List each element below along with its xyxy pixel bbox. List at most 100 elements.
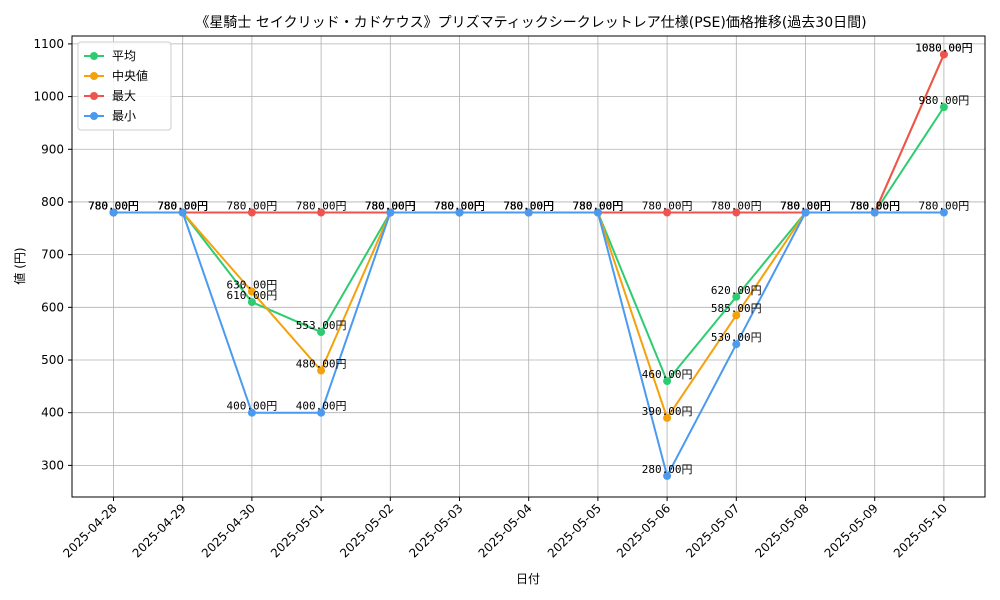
data-label: 530.00円	[711, 331, 762, 344]
x-tick-label: 2025-05-10	[891, 501, 950, 560]
data-point	[317, 408, 326, 417]
data-label: 620.00円	[711, 284, 762, 297]
data-point	[732, 292, 741, 301]
data-point	[593, 208, 602, 217]
data-label: 390.00円	[642, 405, 693, 418]
y-tick-label: 900	[41, 142, 64, 156]
data-label: 780.00円	[157, 199, 208, 212]
data-point	[732, 311, 741, 320]
data-label: 780.00円	[157, 199, 208, 212]
y-tick-label: 800	[41, 195, 64, 209]
data-label: 780.00円	[365, 199, 416, 212]
data-point	[247, 408, 256, 417]
data-labels: 780.00円 780.00円 610.00円 553.00円 780.00円 780.0…	[88, 41, 972, 475]
y-tick-label: 300	[41, 458, 64, 472]
data-label: 980.00円	[919, 94, 970, 107]
y-tick-label: 400	[41, 406, 64, 420]
data-point	[317, 208, 326, 217]
y-tick-label: 600	[41, 300, 64, 314]
data-label: 780.00円	[227, 199, 278, 212]
data-point	[247, 208, 256, 217]
x-tick-label: 2025-04-28	[60, 501, 119, 560]
data-point	[663, 377, 672, 386]
x-tick-label: 2025-05-05	[545, 501, 604, 560]
legend-marker	[90, 112, 98, 120]
data-label: 780.00円	[434, 199, 485, 212]
data-point	[178, 208, 187, 217]
data-label: 780.00円	[88, 199, 139, 212]
data-label: 780.00円	[434, 199, 485, 212]
y-tick-label: 1100	[33, 37, 64, 51]
data-point	[247, 287, 256, 296]
data-label: 553.00円	[296, 319, 347, 332]
data-label: 780.00円	[780, 199, 831, 212]
data-label: 780.00円	[365, 199, 416, 212]
data-label: 780.00円	[849, 199, 900, 212]
data-label: 780.00円	[88, 199, 139, 212]
data-label: 780.00円	[503, 199, 554, 212]
data-label: 780.00円	[365, 199, 416, 212]
data-label: 780.00円	[780, 199, 831, 212]
legend-marker	[90, 52, 98, 60]
grid	[72, 36, 985, 497]
data-point	[939, 50, 948, 59]
y-tick-label: 500	[41, 353, 64, 367]
x-tick-label: 2025-05-04	[476, 501, 535, 560]
data-point	[939, 208, 948, 217]
legend-label: 最大	[112, 89, 136, 103]
series-group	[109, 50, 948, 480]
legend-label: 中央値	[112, 68, 148, 83]
data-label: 460.00円	[642, 368, 693, 381]
data-label: 400.00円	[227, 400, 278, 413]
legend-marker	[90, 92, 98, 100]
y-axis: 300 400 500 600 700 800 900 1000 1100	[33, 37, 72, 472]
data-label: 780.00円	[711, 199, 762, 212]
data-label: 610.00円	[227, 289, 278, 302]
data-point	[247, 298, 256, 307]
data-label: 780.00円	[365, 199, 416, 212]
data-label: 780.00円	[157, 199, 208, 212]
data-label: 780.00円	[573, 199, 624, 212]
x-tick-label: 2025-05-06	[614, 501, 673, 560]
data-point	[732, 340, 741, 349]
data-label: 780.00円	[573, 199, 624, 212]
data-label: 780.00円	[503, 199, 554, 212]
chart-title: 《星騎士 セイクリッド・カドケウス》プリズマティックシークレットレア仕様(PSE…	[195, 15, 866, 31]
data-point	[524, 208, 533, 217]
data-label: 780.00円	[88, 199, 139, 212]
data-point	[455, 208, 464, 217]
x-tick-label: 2025-04-29	[130, 501, 189, 560]
data-label: 780.00円	[642, 199, 693, 212]
data-label: 480.00円	[296, 358, 347, 371]
data-label: 780.00円	[157, 199, 208, 212]
x-tick-label: 2025-05-01	[268, 501, 327, 560]
data-point	[317, 366, 326, 375]
data-point	[109, 208, 118, 217]
data-label: 780.00円	[849, 199, 900, 212]
data-label: 780.00円	[434, 199, 485, 212]
data-label: 1080.00円	[915, 41, 972, 54]
data-label: 780.00円	[919, 199, 970, 212]
data-label: 780.00円	[849, 199, 900, 212]
data-label: 780.00円	[849, 199, 900, 212]
legend-label: 最小	[112, 109, 136, 123]
data-label: 780.00円	[780, 199, 831, 212]
x-tick-label: 2025-05-07	[683, 501, 742, 560]
y-tick-label: 700	[41, 248, 64, 262]
data-point	[663, 471, 672, 480]
data-label: 780.00円	[88, 199, 139, 212]
legend-label: 平均	[112, 49, 136, 63]
x-tick-label: 2025-05-03	[406, 501, 465, 560]
data-point	[386, 208, 395, 217]
x-axis-label: 日付	[516, 572, 540, 586]
data-point	[663, 413, 672, 422]
data-label: 400.00円	[296, 400, 347, 413]
data-label: 630.00円	[227, 279, 278, 292]
legend-marker	[90, 72, 98, 80]
y-axis-label: 値 (円)	[12, 247, 27, 284]
data-label: 780.00円	[573, 199, 624, 212]
x-tick-label: 2025-05-08	[752, 501, 811, 560]
data-label: 280.00円	[642, 463, 693, 476]
